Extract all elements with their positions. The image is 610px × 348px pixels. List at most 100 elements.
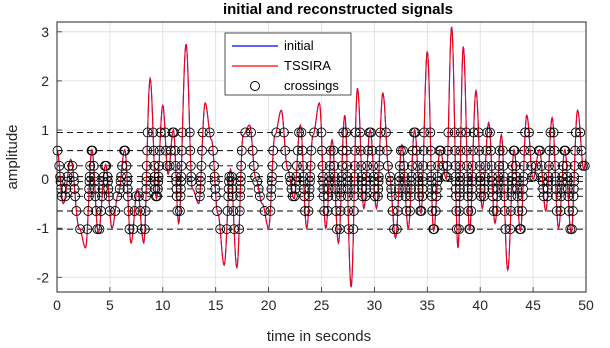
crossing-marker: [455, 176, 465, 187]
crossing-marker: [336, 183, 347, 194]
crossing-marker: [395, 145, 406, 156]
crossing-marker: [236, 160, 247, 171]
crossing-marker: [221, 224, 232, 235]
crossing-marker: [122, 183, 133, 194]
crossing-marker: [298, 176, 309, 187]
crossing-marker: [110, 206, 121, 216]
crossing-marker: [435, 145, 446, 156]
crossing-marker: [271, 127, 282, 138]
crossing-marker: [431, 183, 442, 194]
crossing-marker: [542, 183, 553, 194]
crossing-marker: [323, 183, 334, 194]
crossing-marker: [425, 127, 436, 138]
crossing-marker: [406, 183, 416, 194]
crossing-marker: [116, 171, 127, 182]
crossing-marker: [268, 145, 279, 156]
crossing-marker: [450, 160, 461, 171]
crossing-marker: [450, 176, 461, 187]
crossing-marker: [223, 191, 234, 202]
crossing-marker: [196, 160, 207, 171]
crossing-marker: [121, 160, 132, 171]
crossing-marker: [68, 171, 79, 182]
crossing-marker: [61, 183, 72, 194]
crossing-marker: [85, 160, 96, 171]
crossing-marker: [406, 176, 417, 187]
crossing-marker: [400, 183, 411, 194]
crossing-marker: [381, 127, 391, 138]
crossing-marker: [208, 145, 218, 156]
crossing-marker: [562, 171, 573, 182]
crossing-marker: [418, 160, 429, 171]
crossing-marker: [579, 160, 590, 171]
legend-tssira-label: TSSIRA: [284, 58, 331, 73]
crossing-marker: [197, 145, 208, 156]
crossing-marker: [175, 183, 186, 194]
crossing-marker: [294, 127, 304, 138]
crossing-marker: [349, 183, 360, 194]
crossing-marker: [289, 191, 300, 202]
crossing-marker: [343, 206, 354, 216]
crossing-marker: [560, 145, 571, 156]
crossing-marker: [336, 171, 347, 182]
x-axis-label: time in seconds: [267, 328, 371, 345]
crossing-marker: [266, 183, 277, 194]
crossing-marker: [497, 145, 508, 156]
crossing-marker: [551, 206, 562, 216]
crossing-marker: [112, 191, 123, 202]
crossing-marker: [304, 191, 315, 202]
x-tick-label: 20: [261, 297, 277, 313]
crossing-marker: [482, 127, 493, 138]
crossing-marker: [454, 224, 464, 235]
crossing-marker: [550, 183, 561, 194]
x-tick-label: 40: [472, 297, 488, 313]
crossing-marker: [141, 191, 151, 202]
crossing-marker: [356, 160, 367, 171]
crossing-marker: [468, 127, 479, 138]
crossing-marker: [336, 191, 346, 202]
crossing-marker: [462, 176, 473, 187]
crossing-marker: [432, 176, 443, 187]
crossing-marker: [342, 191, 353, 202]
crossing-marker: [350, 145, 361, 156]
crossing-marker: [317, 160, 328, 171]
crossing-marker: [148, 145, 159, 156]
crossing-marker: [330, 191, 341, 202]
crossing-marker: [209, 176, 220, 187]
crossing-marker: [462, 160, 473, 171]
crossing-marker: [300, 206, 310, 216]
crossing-marker: [536, 160, 547, 171]
crossing-marker: [426, 183, 437, 194]
legend-crossings-label: crossings: [284, 78, 339, 93]
crossing-marker: [184, 127, 195, 138]
crossing-marker: [209, 160, 219, 171]
crossing-marker: [505, 224, 516, 235]
crossing-marker: [98, 176, 109, 187]
crossing-marker: [90, 183, 100, 194]
crossing-marker: [176, 145, 187, 156]
crossing-marker: [204, 127, 215, 138]
crossing-marker: [304, 183, 315, 194]
crossing-marker: [148, 127, 159, 138]
crossing-marker: [149, 160, 160, 171]
crossing-marker: [266, 176, 277, 187]
crossing-marker: [265, 206, 276, 216]
crossing-marker: [329, 171, 340, 182]
crossing-marker: [185, 145, 196, 156]
crossing-marker: [104, 206, 115, 216]
crossing-marker: [350, 127, 361, 138]
crossing-marker: [416, 206, 427, 216]
crossing-marker: [363, 145, 373, 156]
crossing-marker: [479, 176, 490, 187]
crossing-marker: [399, 176, 410, 187]
crossing-marker: [454, 191, 465, 202]
crossing-marker: [210, 191, 221, 202]
crossing-marker: [564, 206, 574, 216]
crossing-marker: [545, 127, 556, 138]
crossing-marker: [123, 206, 134, 216]
x-tick-label: 50: [578, 297, 594, 313]
crossing-marker: [531, 160, 542, 171]
crossing-marker: [372, 191, 383, 202]
crossing-marker: [419, 127, 430, 138]
crossing-marker: [139, 224, 150, 235]
crossing-marker: [279, 127, 289, 138]
